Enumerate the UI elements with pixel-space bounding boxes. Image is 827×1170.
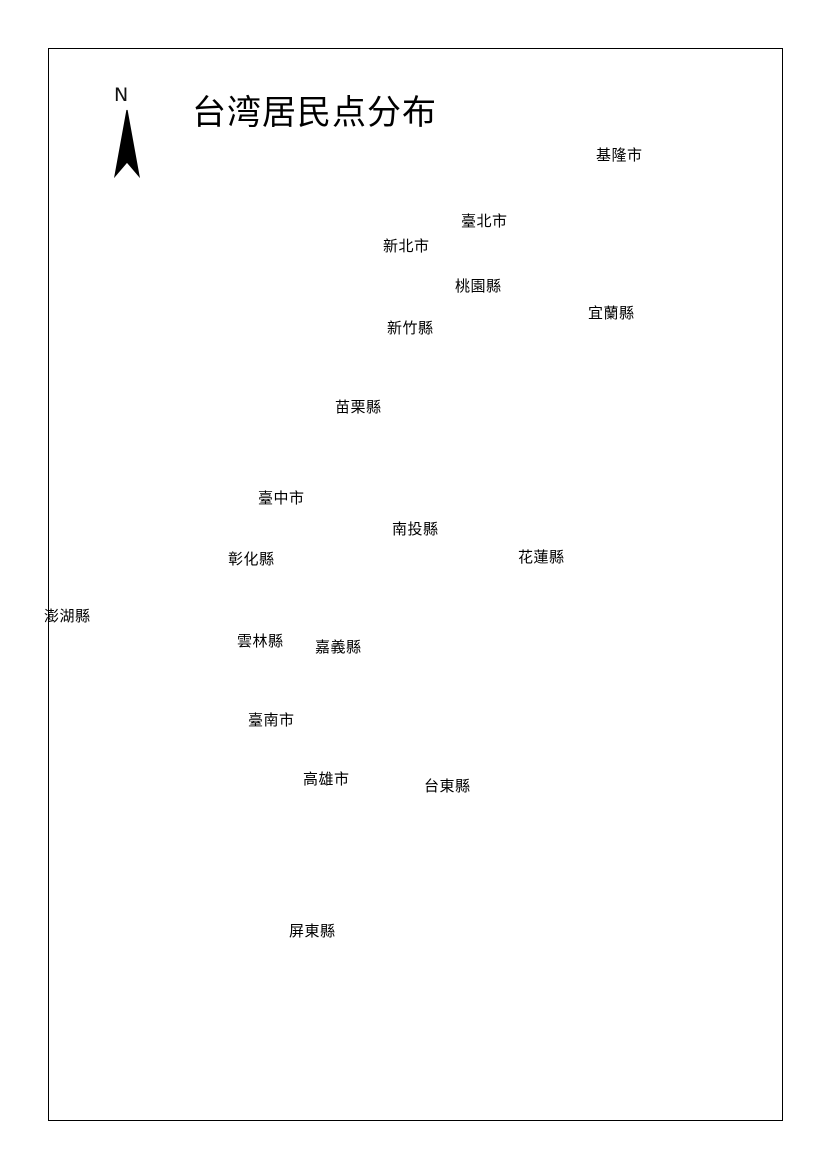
place-label-miaoli: 苗栗縣	[335, 399, 382, 415]
north-arrow-icon	[114, 109, 140, 179]
place-label-hualien: 花蓮縣	[518, 549, 565, 565]
place-label-keelung: 基隆市	[596, 147, 643, 163]
map-neatline-frame	[48, 48, 783, 1121]
place-label-yunlin: 雲林縣	[237, 633, 284, 649]
place-label-hsinchu: 新竹縣	[387, 320, 434, 336]
place-label-changhua: 彰化縣	[228, 551, 275, 567]
place-label-taoyuan: 桃園縣	[455, 278, 502, 294]
place-label-nantou: 南投縣	[392, 521, 439, 537]
north-arrow-label: N	[114, 84, 128, 106]
place-label-new-taipei: 新北市	[383, 238, 430, 254]
place-label-tainan: 臺南市	[248, 712, 295, 728]
place-label-taipei: 臺北市	[461, 213, 508, 229]
place-label-chiayi: 嘉義縣	[315, 639, 362, 655]
place-label-yilan: 宜蘭縣	[588, 305, 635, 321]
place-label-kaohsiung: 高雄市	[303, 771, 350, 787]
north-arrow: N	[100, 84, 156, 182]
place-label-penghu: 澎湖縣	[44, 608, 91, 624]
place-label-pingtung: 屏東縣	[289, 923, 336, 939]
place-label-taitung: 台東縣	[424, 778, 471, 794]
place-label-taichung: 臺中市	[258, 490, 305, 506]
page-title: 台湾居民点分布	[192, 92, 437, 134]
